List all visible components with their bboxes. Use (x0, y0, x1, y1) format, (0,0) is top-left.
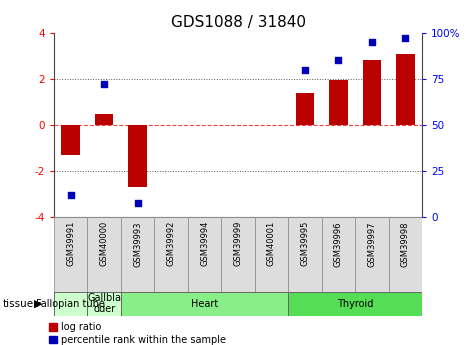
Point (134, 200, 141, 205)
Text: Thyroid: Thyroid (337, 299, 373, 308)
Bar (54, 217, 87, 292)
Text: GSM39997: GSM39997 (367, 221, 377, 267)
Text: ▶: ▶ (34, 299, 42, 308)
Bar (363, 60, 381, 125)
Point (368, 39, 376, 45)
Bar (121, 292, 288, 316)
Text: GSM39995: GSM39995 (301, 221, 310, 266)
Text: tissue: tissue (2, 299, 33, 308)
Bar (288, 217, 322, 292)
Bar (87, 217, 121, 292)
Bar (121, 217, 154, 292)
Bar (95, 114, 113, 125)
Text: GSM40000: GSM40000 (99, 221, 109, 266)
Bar (87, 292, 121, 316)
Bar (329, 80, 348, 125)
Text: GSM39992: GSM39992 (166, 221, 175, 266)
Text: GSM39998: GSM39998 (401, 221, 410, 267)
Text: GSM40001: GSM40001 (267, 221, 276, 266)
Bar (54, 292, 87, 316)
Text: Gallbla
dder: Gallbla dder (87, 293, 121, 314)
Text: Heart: Heart (191, 299, 218, 308)
Text: GSM39993: GSM39993 (133, 221, 142, 267)
Bar (355, 217, 389, 292)
Point (100, 82, 108, 87)
Bar (288, 292, 422, 316)
Point (301, 67, 309, 72)
Point (67, 193, 75, 198)
Point (335, 58, 342, 63)
Bar (396, 53, 415, 125)
Point (401, 36, 409, 41)
Text: GSM39991: GSM39991 (66, 221, 75, 266)
Text: Fallopian tube: Fallopian tube (36, 299, 105, 308)
Bar (221, 217, 255, 292)
Bar (322, 217, 355, 292)
Bar (154, 217, 188, 292)
Title: GDS1088 / 31840: GDS1088 / 31840 (171, 15, 305, 30)
Bar (255, 217, 288, 292)
Text: GSM39996: GSM39996 (334, 221, 343, 267)
Bar (296, 93, 314, 125)
Bar (61, 125, 80, 155)
Bar (389, 217, 422, 292)
Text: GSM39994: GSM39994 (200, 221, 209, 266)
Bar (129, 125, 147, 187)
Legend: log ratio, percentile rank within the sample: log ratio, percentile rank within the sa… (49, 322, 226, 345)
Text: GSM39999: GSM39999 (234, 221, 242, 266)
Bar (188, 217, 221, 292)
